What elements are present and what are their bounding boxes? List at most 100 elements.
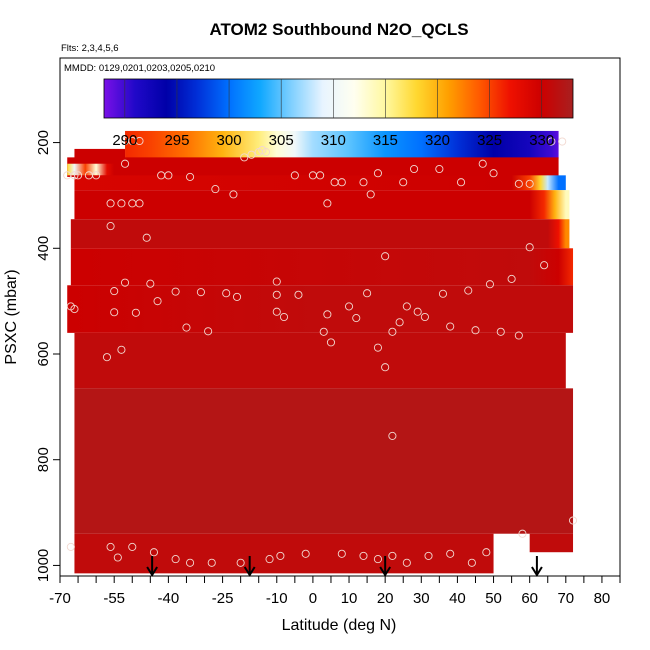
colorbar-tick-label: 325 (477, 132, 502, 149)
sample-point (352, 314, 361, 323)
sample-point (558, 137, 567, 146)
sample-point (464, 286, 473, 295)
y-axis-label: PSXC (mbar) (3, 269, 20, 364)
sample-point (514, 331, 523, 340)
sample-point (489, 169, 498, 178)
colorbar-tick-label: 330 (529, 132, 554, 149)
x-tick-label: -25 (212, 590, 234, 607)
colorbar-tick-label: 310 (321, 132, 346, 149)
colorbar-tick-label: 305 (269, 132, 294, 149)
sample-point (110, 308, 119, 317)
sample-point (186, 558, 195, 567)
sample-point (229, 190, 238, 199)
colorbar-ticks: 290 295 300 305 310 315 320 325 330 (112, 79, 554, 149)
sample-point (323, 199, 332, 208)
sample-point (395, 318, 404, 327)
dates-label: MMDD: 0129,0201,0203,0205,0210 (64, 63, 215, 74)
x-axis: -70 -55 -40 -25 -10 0 10 20 30 40 50 60 70 80 (49, 575, 621, 607)
sample-point (211, 185, 220, 194)
sample-point (326, 338, 336, 347)
y-tick-label: 800 (35, 447, 52, 472)
sample-point (467, 558, 476, 567)
sample-point (438, 289, 448, 298)
sample-point (482, 548, 491, 557)
direction-arrows (146, 556, 543, 577)
sample-point (142, 233, 151, 242)
sample-point (171, 555, 180, 564)
sample-point (381, 363, 390, 372)
sample-point (247, 150, 256, 159)
sample-point (240, 153, 249, 162)
sample-point (507, 274, 516, 283)
sample-point (135, 199, 144, 208)
x-tick-label: 0 (309, 590, 317, 607)
sample-point (514, 179, 523, 188)
sample-point (186, 172, 195, 181)
colorbar-tick-label: 300 (217, 132, 242, 149)
sample-point (388, 551, 397, 560)
flights-label: Flts: 2,3,4,5,6 (61, 43, 119, 54)
sample-point (120, 278, 130, 287)
sample-point (120, 159, 130, 168)
sample-point (117, 199, 126, 208)
sample-point (337, 178, 346, 187)
sample-point (63, 171, 72, 180)
sample-point (413, 307, 422, 316)
colorbar-tick-label: 295 (164, 132, 189, 149)
x-tick-label: 10 (341, 590, 358, 607)
sample-point (402, 302, 411, 311)
sample-point (66, 542, 75, 551)
sample-point (279, 312, 289, 322)
sample-point (319, 327, 328, 336)
sample-point (294, 290, 303, 299)
sample-point (207, 558, 216, 567)
sample-point (435, 164, 444, 174)
sample-point (388, 431, 397, 440)
sample-point (344, 302, 354, 311)
heatmap-row (74, 175, 566, 191)
heatmap-row (67, 285, 574, 333)
colorbar-tick-label: 315 (373, 132, 398, 149)
sample-point (110, 287, 119, 296)
sample-point (131, 308, 140, 317)
sample-point (84, 171, 93, 180)
x-axis-label: Latitude (deg N) (282, 617, 397, 634)
x-tick-label: 80 (594, 590, 611, 607)
sample-point (381, 252, 390, 261)
sample-point (568, 516, 578, 525)
heatmap-row (74, 533, 494, 574)
sample-point (236, 558, 245, 567)
arrow-marker (146, 556, 158, 577)
x-tick-label: 70 (557, 590, 574, 607)
sample-point (261, 148, 270, 157)
sample-point (290, 171, 299, 180)
sample-point (265, 555, 274, 564)
y-tick-label: 1000 (35, 549, 52, 582)
heatmap-row (70, 248, 574, 286)
sample-point (146, 279, 155, 288)
heatmap-row (67, 163, 115, 176)
x-tick-label: -70 (49, 590, 71, 607)
sample-point (478, 159, 487, 168)
colorbar-tick-label: 290 (112, 132, 137, 149)
sample-point (117, 345, 126, 354)
sample-point (149, 548, 158, 557)
sample-point (106, 542, 115, 551)
chart-title: ATOM2 Southbound N2O_QCLS (209, 20, 468, 39)
sample-point (323, 310, 332, 319)
sample-point (153, 297, 162, 306)
sample-point (373, 555, 382, 564)
sample-point (232, 292, 242, 301)
heatmap-row (74, 148, 126, 160)
sample-point (135, 136, 144, 146)
colorbar-bar (103, 78, 574, 119)
heatmap-row (67, 157, 559, 177)
x-tick-label: 60 (521, 590, 538, 607)
sample-point (373, 343, 382, 352)
sample-point (446, 322, 455, 331)
sample-point (276, 551, 285, 560)
colorbar (103, 78, 574, 119)
colorbar-tick-label: 320 (425, 132, 450, 149)
arrow-marker (531, 556, 543, 577)
sample-point (402, 558, 411, 567)
